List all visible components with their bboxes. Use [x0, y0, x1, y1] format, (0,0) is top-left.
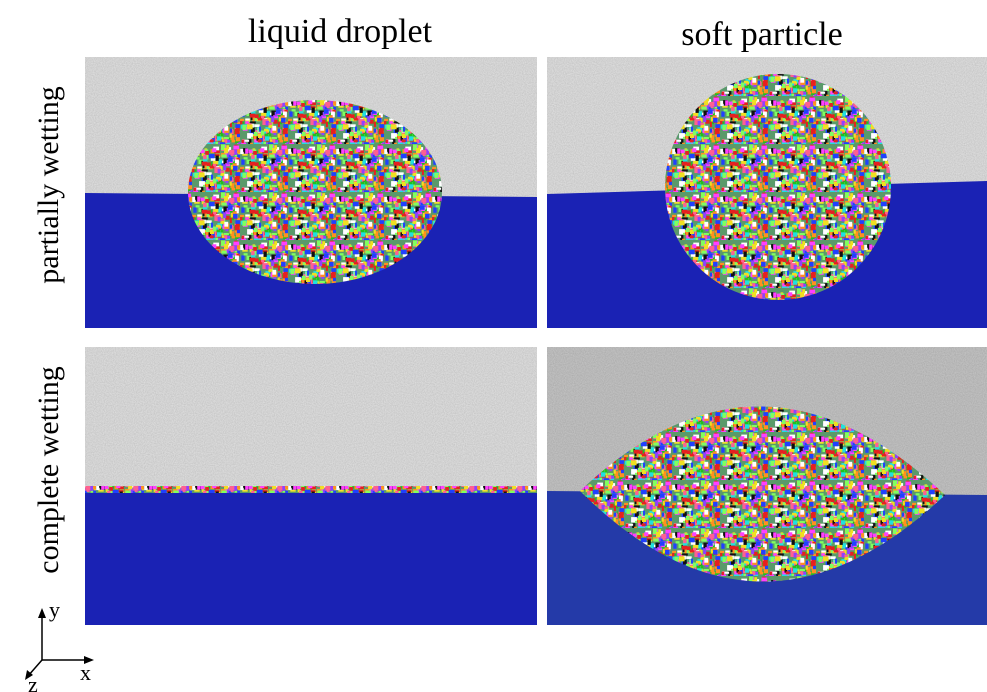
row-label: complete wetting	[32, 366, 65, 573]
axis-label: z	[28, 672, 38, 692]
axes-icon	[28, 614, 88, 676]
arrow-head	[38, 608, 46, 618]
droplet	[188, 100, 442, 284]
column-title: soft particle	[681, 16, 842, 53]
axis-label: x	[80, 660, 91, 685]
panel-a	[85, 57, 537, 328]
panel-c	[85, 347, 537, 625]
panel-d	[547, 347, 987, 625]
lower-phase	[85, 490, 537, 625]
column-title: liquid droplet	[248, 13, 433, 50]
panel-b	[547, 57, 987, 328]
particle	[665, 74, 891, 300]
figure: liquid droplet soft particle partially w…	[0, 0, 987, 692]
axis-label: y	[49, 597, 60, 622]
film	[85, 486, 537, 493]
row-label: partially wetting	[32, 86, 65, 283]
